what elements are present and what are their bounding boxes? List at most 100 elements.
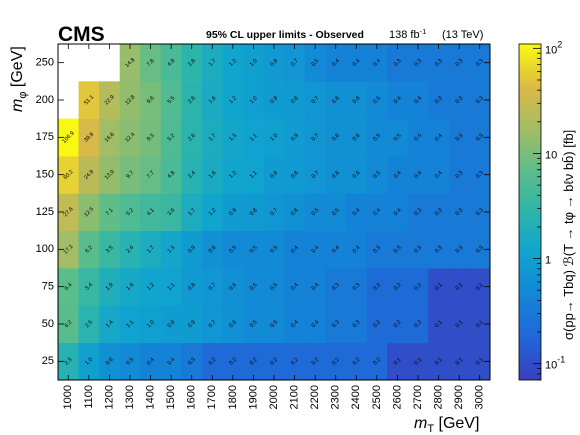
cell-value: 39.9 xyxy=(83,132,95,144)
colorbar-tick-base: 10 xyxy=(545,149,557,161)
y-tick-label: 75 xyxy=(42,281,54,293)
heatmap-cell xyxy=(202,342,223,381)
cell-value: 0.1 xyxy=(475,319,485,329)
cell-value: 0.5 xyxy=(249,319,259,329)
cell-value: 1.7 xyxy=(208,58,218,68)
heatmap-cell xyxy=(263,230,285,269)
cell-value: 7.1 xyxy=(105,207,115,217)
heatmap-cell xyxy=(181,305,203,344)
heatmap-cell xyxy=(407,156,429,194)
cell-value: 0.6 xyxy=(352,95,362,105)
cell-value: 0.3 xyxy=(393,58,403,68)
cell-value: 0.5 xyxy=(269,282,279,292)
heatmap-cell xyxy=(202,193,223,232)
heatmap-cell xyxy=(407,268,429,306)
x-tick-label: 2400 xyxy=(350,385,362,409)
colorbar-tick-base: 10 xyxy=(545,44,557,56)
heatmap-cell xyxy=(140,156,162,194)
heatmap-cell xyxy=(366,44,388,82)
heatmap-cell xyxy=(263,156,285,194)
heatmap-cell xyxy=(160,193,182,232)
cell-value: 2.6 xyxy=(187,95,197,105)
heatmap-cell xyxy=(78,268,100,306)
cell-value: 0.9 xyxy=(187,245,197,255)
colorbar-tick-label: 10 xyxy=(545,149,557,161)
cell-value: 4.8 xyxy=(167,170,177,180)
cell-value: 0.6 xyxy=(331,170,341,180)
cell-value: 0.3 xyxy=(331,319,341,329)
heatmap-cell xyxy=(428,305,450,344)
heatmap-cell xyxy=(99,156,121,194)
heatmap-cell xyxy=(325,156,347,194)
cell-value: 0.5 xyxy=(249,245,259,255)
heatmap-cell xyxy=(78,342,100,381)
heatmap-cell xyxy=(366,305,388,344)
cell-value: 0.6 xyxy=(331,133,341,143)
cell-value: 0.2 xyxy=(331,357,341,367)
lumi-value: 138 fb xyxy=(389,29,420,41)
cell-value: 0.2 xyxy=(269,357,279,367)
heatmap-cell xyxy=(387,342,409,381)
heatmap-cell xyxy=(346,81,367,120)
cell-value: 0.7 xyxy=(269,207,279,217)
colorbar-tick-exponent: -1 xyxy=(557,355,565,365)
cell-value: 1.0 xyxy=(249,95,259,105)
cell-value: 0.4 xyxy=(311,245,321,255)
cell-value: 0.4 xyxy=(290,319,300,329)
heatmap-cell xyxy=(263,193,285,232)
cell-value: 0.3 xyxy=(455,133,465,143)
cell-value: 0.1 xyxy=(475,357,485,367)
heatmap-cell xyxy=(284,268,306,306)
heatmap-cell xyxy=(387,305,409,344)
cell-value: 2.4 xyxy=(187,170,197,180)
heatmap-cell xyxy=(346,305,367,344)
heatmap-cell xyxy=(99,305,121,344)
heatmap-cell xyxy=(119,305,141,344)
cell-value: 1.2 xyxy=(228,95,238,105)
heatmap-cell xyxy=(119,118,141,157)
heatmap-cell xyxy=(222,193,244,232)
cell-value-labels: 2.3 1.0 0.6 0.5 0.4 0.4 0.3 0.2 0.2 0.2 0.2 0.2 0.2 0… xyxy=(62,57,485,367)
heatmap-cell xyxy=(222,305,244,344)
cell-value: 0.2 xyxy=(372,282,382,292)
heatmap-cell xyxy=(181,81,203,120)
cell-value: 1.4 xyxy=(125,282,135,292)
cell-value: 0.3 xyxy=(393,245,403,255)
heatmap-cell xyxy=(263,118,285,157)
heatmap-cell xyxy=(284,305,306,344)
y-axis-title: mφ [GeV] xyxy=(9,46,29,112)
cell-value: 1.2 xyxy=(146,282,156,292)
x-axis-title: mT [GeV] xyxy=(414,415,479,435)
cell-value: 0.4 xyxy=(290,282,300,292)
experiment-label: CMS xyxy=(58,23,105,46)
cell-value: 2.4 xyxy=(125,245,135,255)
cell-value: 0.3 xyxy=(372,245,382,255)
cell-value: 0.2 xyxy=(228,357,238,367)
heatmap-cell xyxy=(325,118,347,157)
y-tick-label: 25 xyxy=(42,355,54,367)
heatmap-cell xyxy=(140,268,162,306)
heatmap-cell xyxy=(387,230,409,269)
cell-value: 0.5 xyxy=(311,58,321,68)
heatmap-cell xyxy=(387,44,409,82)
cell-value: 0.3 xyxy=(475,245,485,255)
cell-value: 0.4 xyxy=(352,207,362,217)
heatmap-cell xyxy=(181,230,203,269)
heatmap-cell xyxy=(304,342,326,381)
heatmap-cell xyxy=(202,118,223,157)
cell-value: 0.3 xyxy=(413,245,423,255)
x-tick-label: 2800 xyxy=(432,385,444,409)
cell-value: 7.7 xyxy=(146,170,156,180)
cell-value: 0.1 xyxy=(455,357,465,367)
heatmap-cell xyxy=(99,268,121,306)
heatmap-cell xyxy=(243,193,265,232)
heatmap-cell xyxy=(325,193,347,232)
heatmap-cell xyxy=(325,44,347,82)
heatmap-cell xyxy=(99,230,121,269)
heatmap-cell xyxy=(428,118,450,157)
heatmap-cell xyxy=(140,230,162,269)
colorbar-tick-base: 1 xyxy=(545,255,551,267)
cell-value: 60.2 xyxy=(63,169,75,181)
heatmap-cell xyxy=(428,44,450,82)
